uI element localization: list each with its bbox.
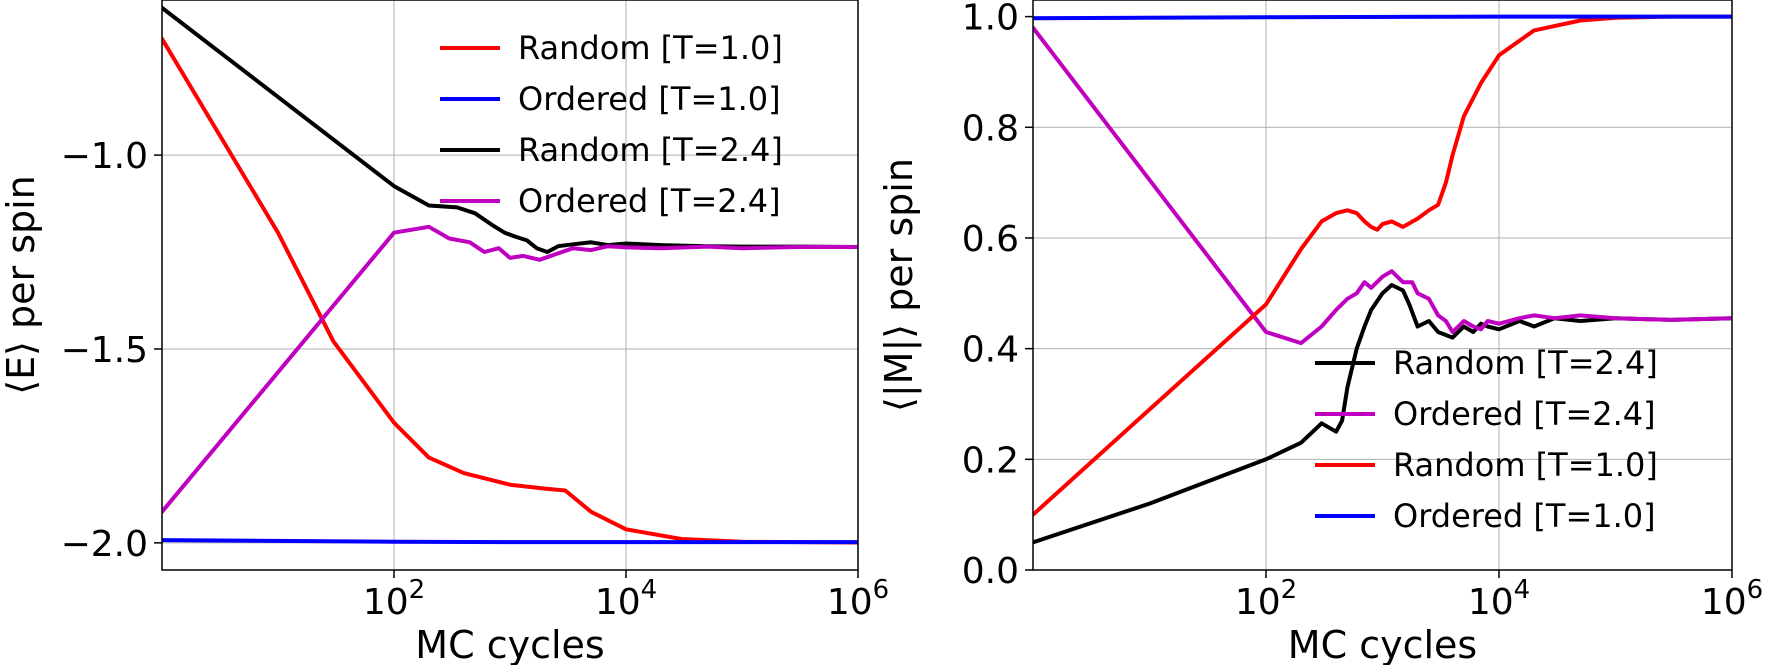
series-line-3 (1033, 14, 1732, 21)
series-line-1 (1033, 25, 1732, 346)
axes-frame (161, 0, 859, 571)
y-tick-label: 0.6 (962, 219, 1019, 260)
y-tick-label: −1.0 (61, 136, 148, 177)
legend-entry-label: Random [T=2.4] (1393, 344, 1658, 382)
series-line-3 (162, 224, 858, 514)
y-tick-label: 0.8 (962, 108, 1019, 149)
y-tick-label: 0.0 (962, 551, 1019, 592)
x-tick-label: 106 (1701, 575, 1763, 623)
x-axis-label: MC cycles (415, 623, 604, 665)
x-tick-exponent: 6 (873, 575, 890, 605)
legend: Random [T=2.4] Ordered [T=2.4] Random [T=1… (1315, 344, 1658, 535)
series-line-0 (1033, 283, 1732, 545)
legend-entry-label: Ordered [T=2.4] (518, 182, 781, 220)
x-tick-base: 10 (1701, 582, 1747, 623)
series-group (1033, 14, 1732, 545)
legend-entry-label: Ordered [T=2.4] (1393, 395, 1656, 433)
x-tick-base: 10 (1468, 582, 1514, 623)
series-group (162, 5, 858, 545)
legend-entry-label: Random [T=2.4] (518, 131, 783, 169)
x-tick-exponent: 4 (641, 575, 658, 605)
y-tick-label: 0.4 (962, 330, 1019, 371)
series-line-2 (1033, 14, 1732, 517)
x-axis-label: MC cycles (1288, 623, 1477, 665)
x-tick-exponent: 6 (1747, 575, 1764, 605)
x-tick-label: 104 (1468, 575, 1530, 623)
x-tick-exponent: 2 (409, 575, 426, 605)
y-tick-label: −2.0 (61, 524, 148, 565)
x-tick-exponent: 2 (1281, 575, 1298, 605)
x-tick-exponent: 4 (1514, 575, 1531, 605)
x-tick-base: 10 (1235, 582, 1281, 623)
series-line-1 (162, 538, 858, 545)
y-tick-label: −1.5 (61, 330, 148, 371)
y-tick-label: 1.0 (962, 0, 1019, 39)
x-tick-label: 102 (363, 575, 425, 623)
legend-entry-label: Ordered [T=1.0] (1393, 497, 1656, 535)
legend-entry-label: Random [T=1.0] (1393, 446, 1658, 484)
x-tick-label: 104 (595, 575, 657, 623)
legend-entry-label: Random [T=1.0] (518, 29, 783, 67)
energy-panel: 102 104 106−1.0−1.5−2.0MC cycles⟨E⟩ per sp… (0, 0, 889, 665)
legend-entry-label: Ordered [T=1.0] (518, 80, 781, 118)
x-tick-label: 102 (1235, 575, 1297, 623)
y-axis-label: ⟨|M|⟩ per spin (877, 158, 922, 412)
x-tick-base: 10 (595, 582, 641, 623)
series-line-0 (162, 36, 858, 545)
x-tick-label: 106 (827, 575, 889, 623)
axes-frame (1032, 0, 1733, 571)
y-tick-label: 0.2 (962, 440, 1019, 481)
y-axis-label: ⟨E⟩ per spin (0, 175, 43, 395)
x-tick-base: 10 (363, 582, 409, 623)
legend: Random [T=1.0] Ordered [T=1.0] Random [T=2… (440, 29, 783, 220)
x-tick-base: 10 (827, 582, 873, 623)
